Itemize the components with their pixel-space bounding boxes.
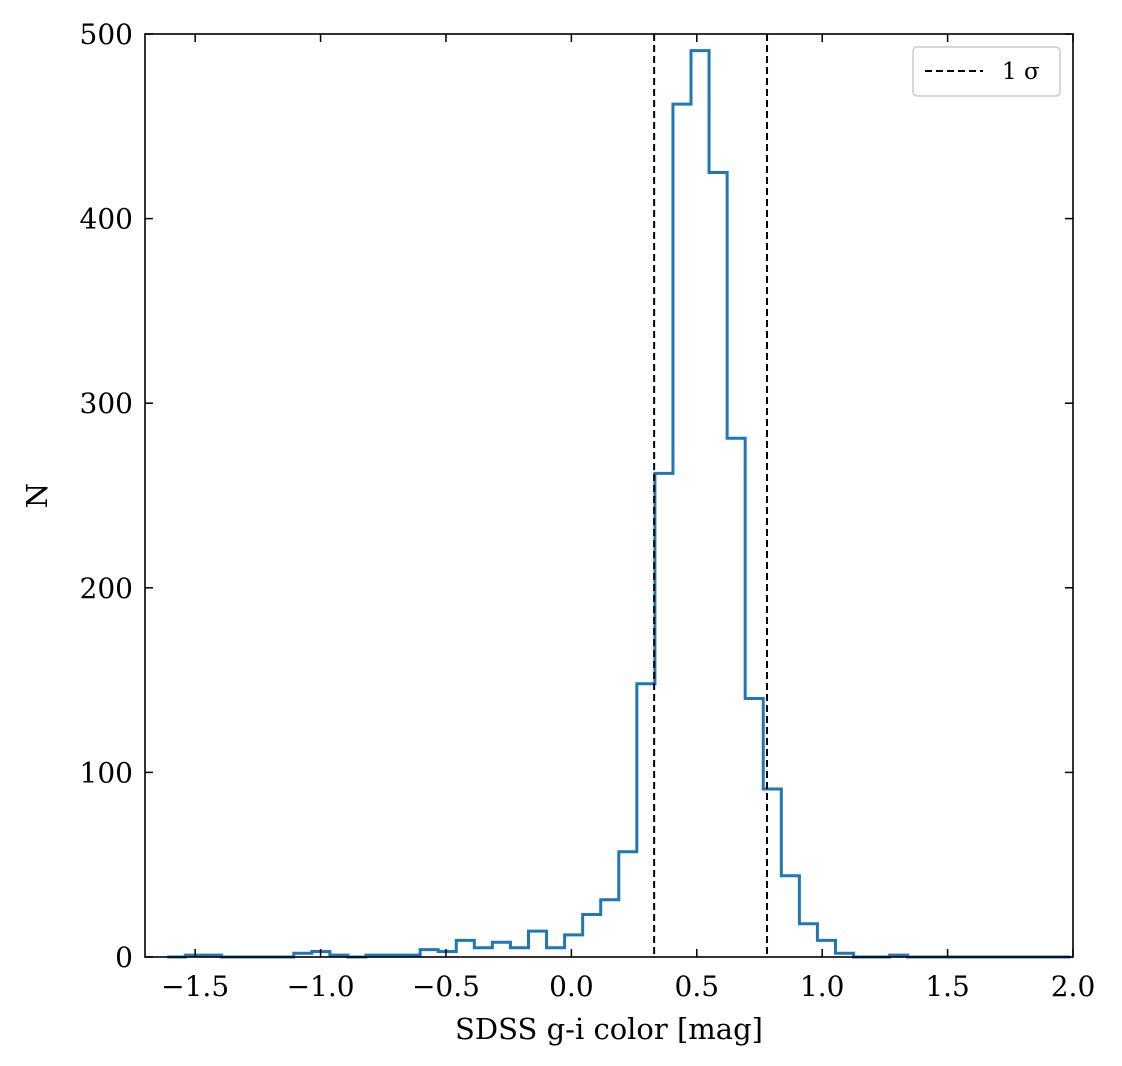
x-tick-label: 2.0 <box>1051 970 1096 1003</box>
x-tick-label: −1.0 <box>287 970 355 1003</box>
y-tick-label: 0 <box>115 941 133 974</box>
x-tick-label: 1.5 <box>925 970 970 1003</box>
y-tick-label: 100 <box>80 756 133 789</box>
y-tick-label: 500 <box>80 18 133 51</box>
legend-label-1-sigma: 1 σ <box>1002 59 1040 85</box>
legend-box <box>912 46 1061 97</box>
x-tick-label: 1.0 <box>800 970 845 1003</box>
y-tick-label: 400 <box>80 203 133 236</box>
legend: 1 σ <box>912 46 1061 97</box>
y-axis-label: N <box>20 483 54 508</box>
y-tick-label: 200 <box>80 572 133 605</box>
x-axis-label: SDSS g-i color [mag] <box>455 1012 763 1046</box>
y-tick-label: 300 <box>80 387 133 420</box>
axes-frame <box>144 33 1074 958</box>
x-tick-labels: −1.5 −1.0 −0.5 0.0 0.5 1.0 1.5 2.0 <box>161 970 1095 1003</box>
y-tick-labels: 0 100 200 300 400 500 <box>80 18 133 974</box>
x-tick-label: 0.0 <box>549 970 594 1003</box>
x-tick-label: −0.5 <box>412 970 480 1003</box>
x-tick-label: −1.5 <box>161 970 229 1003</box>
x-tick-label: 0.5 <box>675 970 720 1003</box>
